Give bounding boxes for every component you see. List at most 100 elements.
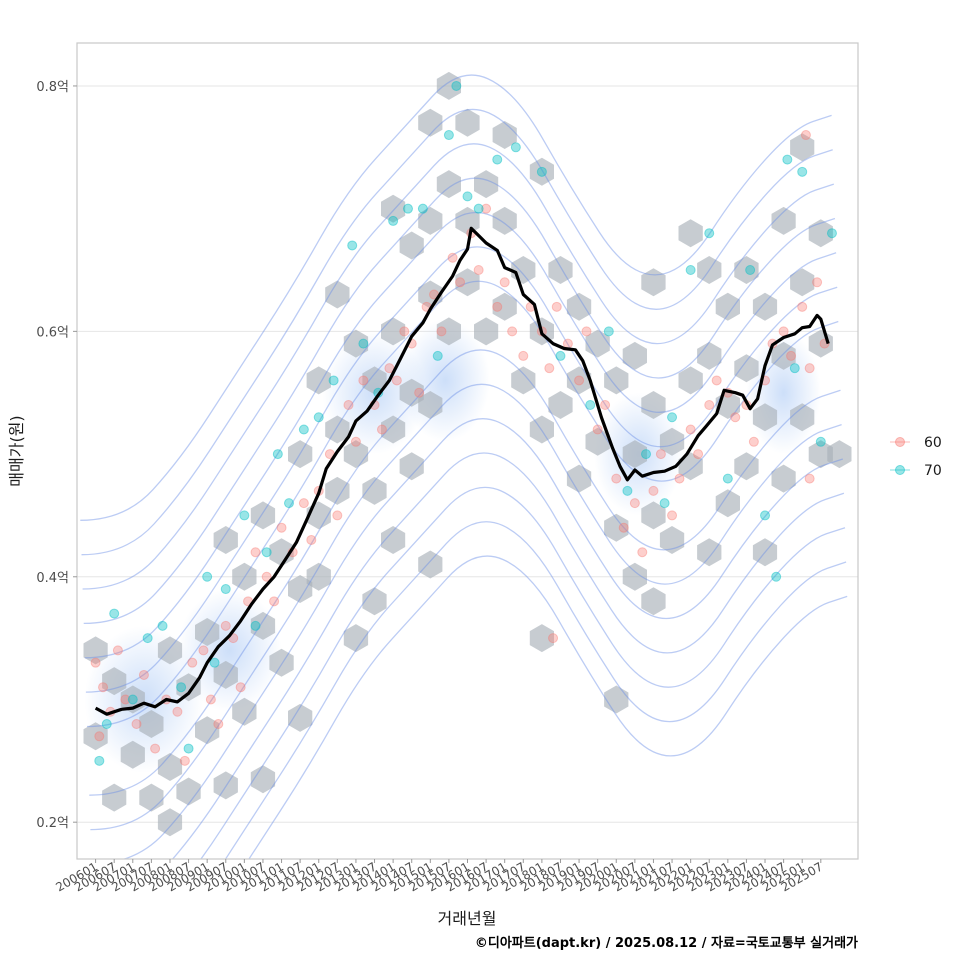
y-axis: 0.2억 0.4억 0.6억 0.8억 (36, 80, 77, 831)
hex-cell (418, 550, 443, 579)
hex-cell (399, 452, 424, 481)
hex-cell (790, 403, 815, 432)
point-60 (507, 326, 518, 337)
hex-cell (659, 526, 685, 554)
hex-cell (604, 366, 629, 395)
hex-cell (771, 206, 796, 235)
hex-cell (343, 624, 369, 653)
point-70 (157, 620, 168, 631)
point-60 (187, 657, 198, 668)
trend-line (94, 226, 830, 716)
point-60 (804, 363, 815, 374)
point-60 (399, 326, 410, 337)
point-60 (112, 645, 123, 656)
point-60 (376, 424, 387, 435)
point-70 (659, 498, 670, 509)
hex-cell (622, 440, 647, 469)
hex-cell (659, 427, 685, 456)
point-60 (667, 510, 678, 521)
point-70 (704, 228, 715, 239)
point-60 (391, 375, 402, 386)
point-70 (585, 399, 596, 410)
hex-cell (585, 427, 610, 456)
point-70 (685, 265, 696, 276)
hex-cell (232, 562, 257, 591)
hex-cell (399, 231, 424, 260)
point-60 (298, 498, 309, 509)
point-70 (510, 142, 521, 153)
point-60 (220, 620, 231, 631)
hex-cell (585, 329, 610, 358)
hex-cell (604, 685, 629, 714)
point-60 (481, 203, 492, 214)
legend-label: 60 (924, 435, 942, 451)
hex-cell (641, 501, 666, 530)
point-60 (637, 547, 648, 558)
point-70 (328, 375, 339, 386)
hex-cell (697, 256, 722, 284)
point-60 (704, 399, 715, 410)
hex-cell (102, 667, 127, 696)
point-60 (250, 547, 261, 558)
hex-cell (529, 415, 554, 444)
contour-line (86, 280, 839, 728)
hex-cell (306, 366, 331, 395)
contour-line (200, 486, 846, 859)
hex-cell (436, 170, 461, 199)
point-70 (94, 755, 105, 766)
point-70 (402, 203, 413, 214)
hex-cell (715, 292, 740, 321)
point-70 (536, 166, 547, 177)
hex-cell (734, 256, 759, 284)
hex-cell (808, 440, 833, 469)
hex-cell (492, 292, 517, 321)
hex-cell (269, 648, 294, 677)
point-60 (797, 301, 808, 312)
hex-cell (102, 783, 127, 812)
point-60 (574, 375, 585, 386)
legend-label: 70 (924, 463, 942, 479)
scatter-points (90, 80, 837, 766)
hex-cell (381, 415, 406, 444)
y-tick-label: 0.6억 (36, 325, 69, 340)
point-70 (797, 166, 808, 177)
hex-cell (641, 391, 666, 419)
hex-cell (808, 219, 833, 248)
hex-cell (529, 624, 554, 653)
hex-cell (157, 753, 183, 781)
x-axis: 2006012006072007012007072008012008072009… (53, 859, 825, 895)
hex-cell (343, 440, 369, 469)
point-60 (447, 252, 458, 263)
point-70 (283, 498, 294, 509)
point-70 (358, 338, 369, 349)
hex-cell (288, 575, 313, 603)
hex-cell (362, 587, 387, 616)
point-60 (492, 301, 503, 312)
y-tick-label: 0.8억 (36, 80, 69, 95)
hex-cell (752, 292, 778, 321)
legend: 60 70 (890, 435, 942, 479)
point-60 (648, 485, 659, 496)
hex-cell (622, 562, 647, 591)
hex-cell (790, 133, 815, 162)
hex-cell (120, 740, 145, 769)
point-60 (748, 436, 759, 447)
hex-cell (752, 538, 778, 567)
caption: ©디아파트(dapt.kr) / 2025.08.12 / 자료=국토교통부 실… (475, 935, 858, 951)
point-70 (641, 449, 652, 460)
point-70 (555, 350, 566, 361)
point-70 (183, 743, 194, 754)
point-60 (804, 473, 815, 484)
point-60 (343, 399, 354, 410)
hex-cell (250, 501, 276, 530)
hex-cell (492, 206, 517, 235)
point-70 (722, 473, 733, 484)
point-60 (812, 277, 823, 288)
point-70 (239, 510, 250, 521)
hex-cell (195, 618, 220, 646)
contour-line (224, 521, 847, 859)
contour-line (81, 108, 833, 556)
contour-line (90, 383, 842, 831)
hex-cell (325, 280, 350, 309)
contour-line (83, 177, 836, 625)
